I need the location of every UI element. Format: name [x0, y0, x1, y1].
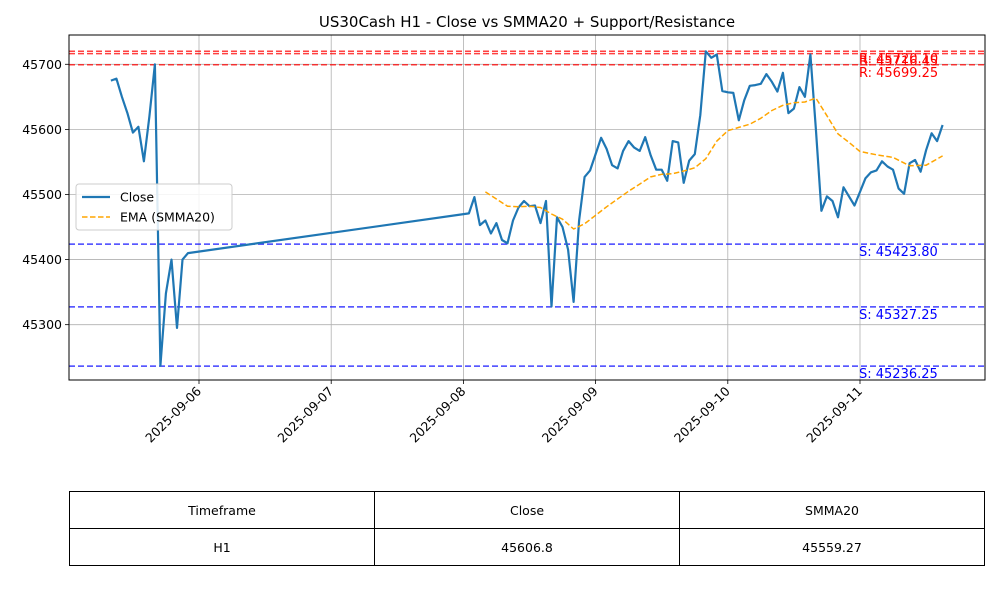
smma-line	[484, 97, 943, 230]
y-tick-label: 45500	[22, 187, 62, 202]
summary-table: Timeframe Close SMMA20 H1 45606.8 45559.…	[69, 491, 985, 566]
support-label: S: 45236.25	[859, 367, 938, 382]
legend: Close EMA (SMMA20)	[75, 183, 233, 231]
table-cell: H1	[69, 528, 375, 566]
x-tick-label: 2025-09-11	[803, 384, 865, 446]
grid-lines	[69, 35, 985, 380]
support-label: S: 45423.80	[859, 245, 938, 260]
series-lines	[110, 50, 944, 367]
resistance-label: R: 45720.10	[859, 52, 938, 67]
x-tick-label: 2025-09-10	[671, 383, 733, 445]
x-tick-label: 2025-09-07	[274, 384, 336, 446]
close-line	[110, 50, 944, 367]
support-label: S: 45327.25	[859, 308, 938, 323]
table-cell: 45559.27	[679, 528, 985, 566]
resistance-label: R: 45716.45	[859, 55, 938, 70]
chart-canvas: US30Cash H1 - Close vs SMMA20 + Support/…	[22, 13, 986, 446]
table-header-cell: Close	[374, 491, 680, 529]
plot-frame	[68, 34, 986, 381]
y-tick-label: 45600	[22, 122, 62, 137]
y-tick-label: 45300	[22, 317, 62, 332]
legend-box	[75, 183, 233, 231]
table-cell: 45606.8	[374, 528, 680, 566]
level-labels: R: 45720.10R: 45716.45R: 45699.25 S: 4542…	[859, 52, 938, 382]
table-header-cell: Timeframe	[69, 491, 375, 529]
resistance-label: R: 45699.25	[859, 66, 938, 81]
legend-label: Close	[120, 190, 154, 205]
x-tick-label: 2025-09-09	[539, 383, 601, 445]
legend-label: EMA (SMMA20)	[120, 210, 215, 225]
table-header-row: Timeframe Close SMMA20	[69, 491, 985, 529]
table-row: H1 45606.8 45559.27	[69, 528, 985, 566]
x-tick-label: 2025-09-08	[407, 383, 469, 445]
x-tick-label: 2025-09-06	[142, 383, 204, 445]
chart-title: US30Cash H1 - Close vs SMMA20 + Support/…	[319, 13, 735, 31]
y-tick-label: 45700	[22, 57, 62, 72]
table-header-cell: SMMA20	[679, 491, 985, 529]
y-tick-label: 45400	[22, 252, 62, 267]
